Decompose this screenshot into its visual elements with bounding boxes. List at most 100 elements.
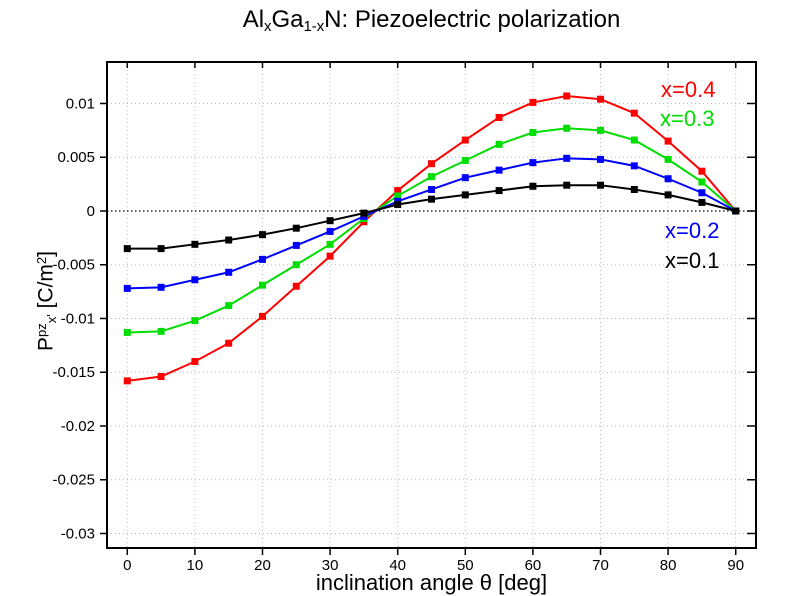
data-point-marker — [123, 328, 131, 336]
data-point-marker — [698, 189, 706, 197]
y-tick-label: -0.01 — [61, 310, 95, 327]
data-point-marker — [529, 129, 537, 137]
data-point-marker — [123, 377, 131, 385]
data-point-marker — [563, 92, 571, 100]
x-tick-label: 30 — [322, 557, 339, 574]
data-point-marker — [428, 160, 435, 168]
data-point-marker — [157, 283, 165, 291]
data-point-marker — [495, 140, 503, 148]
x-axis-label: inclination angle θ [deg] — [315, 570, 548, 595]
data-point-marker — [292, 224, 300, 232]
data-point-marker — [326, 217, 334, 225]
data-point-marker — [225, 268, 233, 276]
data-point-marker — [157, 245, 165, 253]
series-x=0.1 — [123, 181, 740, 253]
title-part: Ga — [271, 6, 304, 33]
data-point-marker — [529, 159, 537, 167]
series-x=0.3 — [123, 124, 740, 336]
data-point-marker — [461, 136, 469, 144]
data-point-marker — [563, 124, 571, 132]
x-tick-label: 50 — [457, 557, 474, 574]
y-tick-label: 0 — [87, 203, 95, 220]
x-tick-label: 40 — [389, 557, 406, 574]
legend: x=0.4 x=0.3 x=0.2 x=0.1 — [660, 77, 719, 273]
y-label-part: P — [34, 337, 58, 352]
data-point-marker — [664, 137, 672, 145]
data-point-marker — [698, 178, 706, 186]
data-point-marker — [360, 209, 368, 217]
data-point-marker — [326, 240, 334, 248]
title-part: Al — [242, 6, 265, 33]
data-point-marker — [732, 207, 740, 215]
y-tick-label: 0.01 — [66, 95, 95, 112]
data-point-marker — [630, 136, 638, 144]
data-point-marker — [529, 98, 537, 106]
data-point-marker — [394, 187, 402, 195]
data-point-marker — [495, 166, 503, 174]
data-point-marker — [326, 252, 334, 260]
y-label-subscript: x' — [44, 314, 60, 324]
data-point-marker — [428, 195, 435, 203]
data-point-marker — [123, 284, 131, 292]
data-point-marker — [529, 182, 537, 190]
y-tick-label: 0.005 — [57, 149, 95, 166]
title-subscript: x — [264, 19, 272, 36]
y-tick-label: -0.02 — [61, 418, 95, 435]
data-point-marker — [157, 327, 165, 335]
data-point-marker — [664, 191, 672, 199]
data-point-marker — [461, 156, 469, 164]
data-point-marker — [394, 201, 402, 209]
tick-labels: 0 10 20 30 40 50 60 70 80 90 0.01 0.005 0 -0.005 -0.01… — [52, 95, 744, 574]
data-point-marker — [292, 261, 300, 269]
data-point-marker — [191, 276, 199, 284]
data-point-marker — [428, 173, 435, 181]
y-axis-label: Ppzx' [C/m2] — [27, 180, 60, 422]
data-point-marker — [630, 185, 638, 193]
data-point-marker — [225, 339, 233, 347]
data-point-marker — [495, 113, 503, 121]
x-tick-label: 0 — [123, 557, 131, 574]
data-point-marker — [630, 162, 638, 170]
y-tick-label: -0.03 — [61, 525, 95, 542]
legend-label-x=0.4: x=0.4 — [661, 77, 715, 102]
data-point-marker — [191, 240, 199, 248]
data-point-marker — [461, 174, 469, 182]
x-tick-label: 10 — [187, 557, 204, 574]
data-point-marker — [394, 192, 402, 200]
data-point-marker — [664, 155, 672, 163]
data-point-marker — [461, 191, 469, 199]
data-point-marker — [630, 109, 638, 117]
y-label-part: ] — [34, 250, 58, 257]
data-point-marker — [225, 302, 233, 310]
data-point-marker — [495, 187, 503, 195]
plot-border — [106, 61, 757, 549]
legend-label-x=0.2: x=0.2 — [665, 218, 719, 243]
data-point-marker — [597, 126, 605, 134]
x-tick-label: 70 — [592, 557, 609, 574]
data-point-marker — [597, 95, 605, 103]
data-point-marker — [563, 181, 571, 189]
y-tick-label: -0.015 — [52, 364, 95, 381]
chart-title: AlxGa1-xN: Piezoelectric polarization — [107, 6, 756, 35]
data-point-marker — [597, 181, 605, 189]
series-line-x=0.1 — [127, 184, 736, 250]
gridlines — [107, 62, 756, 548]
data-point-marker — [563, 154, 571, 162]
data-point-marker — [428, 185, 435, 193]
y-label-superscript: pz — [34, 323, 49, 337]
data-point-marker — [292, 282, 300, 290]
x-tick-label: 20 — [254, 557, 271, 574]
data-point-marker — [123, 245, 131, 253]
legend-label-x=0.1: x=0.1 — [665, 248, 719, 273]
series-line-x=0.3 — [127, 127, 737, 334]
data-point-marker — [225, 236, 233, 244]
series-x=0.4 — [123, 92, 740, 385]
y-tick-label: -0.005 — [52, 257, 95, 274]
data-point-marker — [326, 227, 334, 235]
data-point-marker — [157, 373, 165, 381]
series-line-x=0.4 — [127, 94, 737, 382]
y-label-part: [C/m — [34, 264, 58, 315]
data-point-marker — [698, 167, 706, 175]
x-tick-label: 60 — [525, 557, 542, 574]
